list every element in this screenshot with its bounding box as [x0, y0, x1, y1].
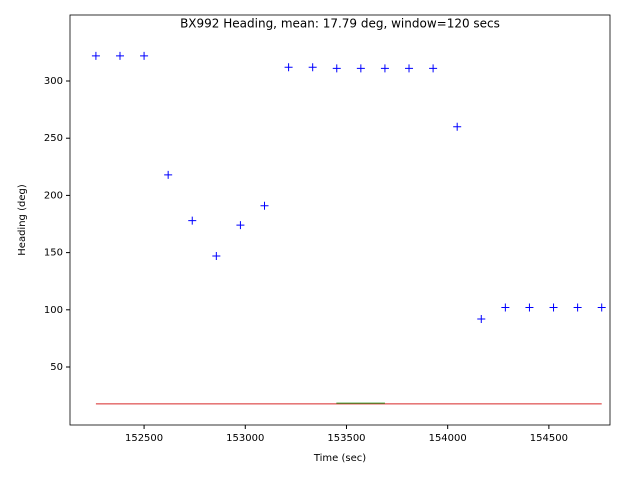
point — [380, 64, 389, 73]
point — [236, 221, 245, 230]
point — [549, 303, 558, 312]
point — [453, 122, 462, 131]
chart-title: BX992 Heading, mean: 17.79 deg, window=1… — [180, 17, 500, 31]
x-tick-label: 152500 — [125, 433, 163, 444]
y-axis-label: Heading (deg) — [17, 184, 28, 256]
point — [477, 314, 486, 323]
point — [332, 64, 341, 73]
point — [405, 64, 414, 73]
x-tick-label: 154500 — [530, 433, 568, 444]
point — [188, 216, 197, 225]
point — [164, 170, 173, 179]
plot-frame — [69, 14, 611, 426]
x-tick-label: 154000 — [429, 433, 467, 444]
point — [501, 303, 510, 312]
point — [356, 64, 365, 73]
y-tick-label: 50 — [50, 362, 63, 373]
y-tick-label: 150 — [44, 248, 63, 259]
point — [260, 201, 269, 210]
x-tick-label: 153500 — [327, 433, 365, 444]
x-tick-label: 153000 — [226, 433, 264, 444]
point — [597, 303, 606, 312]
point — [284, 63, 293, 72]
y-tick-label: 200 — [44, 190, 63, 201]
y-tick-label: 300 — [44, 76, 63, 87]
point — [308, 63, 317, 72]
point — [525, 303, 534, 312]
y-tick-label: 250 — [44, 133, 63, 144]
x-axis-label: Time (sec) — [313, 453, 366, 464]
point — [573, 303, 582, 312]
point — [212, 252, 221, 261]
point — [140, 51, 149, 60]
point — [91, 51, 100, 60]
y-tick-label: 100 — [44, 305, 63, 316]
point — [429, 64, 438, 73]
point — [115, 51, 124, 60]
